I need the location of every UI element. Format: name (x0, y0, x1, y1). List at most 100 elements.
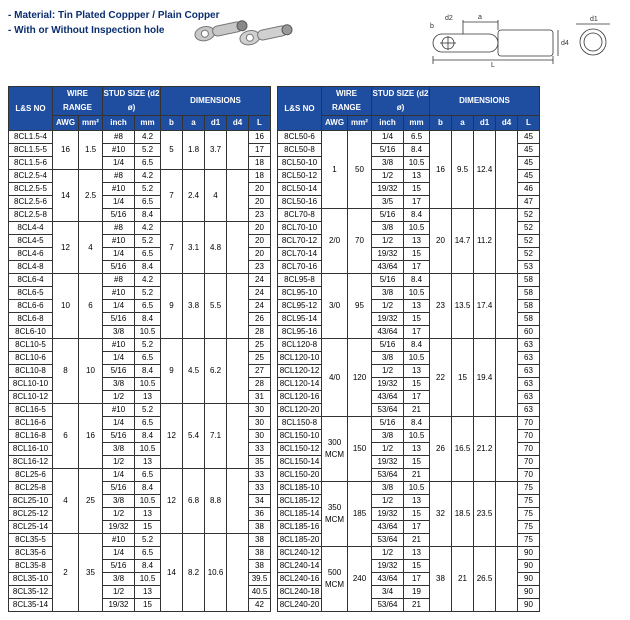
cell-l: 18 (249, 170, 271, 183)
th-l: L (249, 116, 271, 131)
cell-lsno: 8CL6-5 (9, 287, 53, 300)
cell-lsno: 8CL120-12 (278, 365, 322, 378)
cell-inch: 3/8 (372, 287, 404, 300)
cell-a: 21 (452, 547, 474, 612)
cell-awg: 14 (53, 170, 79, 222)
cell-l: 34 (249, 495, 271, 508)
th-wire-range: WIRE RANGE (322, 87, 372, 116)
cell-mm: 10.5 (404, 430, 430, 443)
cell-inch: #8 (103, 222, 135, 235)
cell-mm2: 240 (348, 547, 372, 612)
cell-l: 20 (249, 235, 271, 248)
cell-mm: 21 (404, 469, 430, 482)
cell-awg: 350 MCM (322, 482, 348, 547)
cell-mm: 10.5 (404, 287, 430, 300)
cell-inch: 3/8 (103, 378, 135, 391)
cell-a: 16.5 (452, 417, 474, 482)
cell-mm: 15 (404, 248, 430, 261)
cell-inch: 1/4 (103, 196, 135, 209)
cell-d4 (496, 131, 518, 209)
cell-b: 7 (161, 222, 183, 274)
th-l: L (518, 116, 540, 131)
cell-d1: 17.4 (474, 274, 496, 339)
cell-lsno: 8CL70-12 (278, 235, 322, 248)
cell-l: 25 (249, 339, 271, 352)
cell-awg: 4 (53, 469, 79, 534)
cell-mm: 6.5 (404, 131, 430, 144)
cell-lsno: 8CL70-8 (278, 209, 322, 222)
cell-l: 36 (249, 508, 271, 521)
cell-mm2: 150 (348, 417, 372, 482)
cell-lsno: 8CL6-8 (9, 313, 53, 326)
cell-mm: 8.4 (404, 274, 430, 287)
cell-l: 70 (518, 443, 540, 456)
th-dimensions: DIMENSIONS (430, 87, 540, 116)
cell-inch: 5/16 (103, 482, 135, 495)
cell-inch: 19/32 (372, 248, 404, 261)
cell-mm: 5.2 (135, 183, 161, 196)
cell-lsno: 8CL50-10 (278, 157, 322, 170)
cell-lsno: 8CL2.5-5 (9, 183, 53, 196)
table-row: 8CL150-8300 MCM1505/168.42616.521.270 (278, 417, 540, 430)
cell-lsno: 8CL1.5-5 (9, 144, 53, 157)
cell-mm: 6.5 (135, 352, 161, 365)
cell-l: 70 (518, 456, 540, 469)
cell-b: 9 (161, 274, 183, 339)
cell-lsno: 8CL50-14 (278, 183, 322, 196)
cell-lsno: 8CL25-10 (9, 495, 53, 508)
cell-lsno: 8CL6-6 (9, 300, 53, 313)
cell-lsno: 8CL16-12 (9, 456, 53, 469)
cell-lsno: 8CL95-16 (278, 326, 322, 339)
cell-lsno: 8CL95-14 (278, 313, 322, 326)
cell-l: 23 (249, 209, 271, 222)
cell-d4 (227, 222, 249, 274)
cell-lsno: 8CL150-12 (278, 443, 322, 456)
cell-inch: 1/4 (103, 352, 135, 365)
cell-inch: 1/2 (372, 235, 404, 248)
cell-inch: 1/4 (103, 248, 135, 261)
cell-inch: #8 (103, 170, 135, 183)
svg-text:L: L (491, 62, 495, 68)
cell-inch: 1/2 (372, 170, 404, 183)
cell-a: 8.2 (183, 534, 205, 612)
cell-lsno: 8CL25-8 (9, 482, 53, 495)
cell-lsno: 8CL10-5 (9, 339, 53, 352)
cell-d4 (227, 404, 249, 469)
cell-l: 75 (518, 521, 540, 534)
cell-mm: 8.4 (135, 430, 161, 443)
cell-lsno: 8CL185-14 (278, 508, 322, 521)
cell-mm: 13 (135, 391, 161, 404)
cell-mm: 19 (404, 586, 430, 599)
cell-lsno: 8CL10-6 (9, 352, 53, 365)
cell-l: 24 (249, 287, 271, 300)
cell-l: 52 (518, 209, 540, 222)
cell-mm: 4.2 (135, 222, 161, 235)
cell-l: 90 (518, 586, 540, 599)
header: - Material: Tin Plated Coppper / Plain C… (8, 8, 622, 78)
table-row: 8CL6-4106#84.293.85.524 (9, 274, 271, 287)
cell-a: 14.7 (452, 209, 474, 274)
cell-mm2: 25 (79, 469, 103, 534)
table-row: 8CL16-5616#105.2125.47.130 (9, 404, 271, 417)
cell-inch: 43/64 (372, 261, 404, 274)
cell-lsno: 8CL35-10 (9, 573, 53, 586)
th-d1: d1 (205, 116, 227, 131)
cell-inch: 43/64 (372, 521, 404, 534)
cell-l: 45 (518, 170, 540, 183)
th-wire-range: WIRE RANGE (53, 87, 103, 116)
cell-lsno: 8CL2.5-4 (9, 170, 53, 183)
cell-d1: 10.6 (205, 534, 227, 612)
cell-l: 58 (518, 274, 540, 287)
cell-inch: 5/16 (372, 144, 404, 157)
cell-lsno: 8CL185-20 (278, 534, 322, 547)
cell-inch: 53/64 (372, 534, 404, 547)
cell-l: 33 (249, 469, 271, 482)
cell-inch: 5/16 (103, 560, 135, 573)
cell-l: 52 (518, 222, 540, 235)
cell-mm: 17 (404, 573, 430, 586)
cell-mm: 17 (404, 196, 430, 209)
cell-b: 9 (161, 339, 183, 404)
cell-inch: 3/8 (372, 352, 404, 365)
th-mm2: mm² (348, 116, 372, 131)
cell-l: 70 (518, 430, 540, 443)
